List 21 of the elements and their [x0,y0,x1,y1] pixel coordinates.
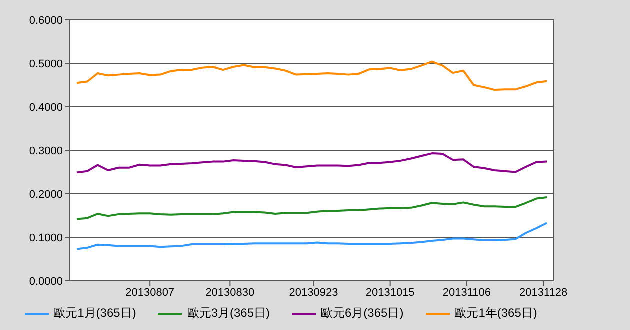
legend-label: 歐元1月(365日) [54,305,136,322]
y-tick-label: 0.0000 [29,276,63,288]
x-tick-label: 20130807 [126,286,175,299]
x-tick-label: 20130923 [289,286,338,299]
y-tick-label: 0.3000 [29,145,63,158]
y-tick-label: 0.2000 [29,188,63,201]
y-tick-label: 0.6000 [29,14,63,27]
y-tick-label: 0.5000 [29,58,63,70]
y-tick-label: 0.4000 [29,102,63,114]
legend-label: 歐元3月(365日) [187,305,270,322]
line-series [76,196,548,220]
x-tick-label: 20131015 [366,286,415,299]
line-series [76,60,548,92]
y-tick-label: 0.1000 [29,232,63,244]
legend-label: 歐元6月(365日) [321,305,404,322]
legend-label: 歐元1年(365日) [454,305,538,322]
x-tick-label: 20131128 [519,286,568,299]
x-tick-label: 20131106 [442,286,492,299]
line-series [76,222,548,250]
line-series [76,152,548,174]
x-tick-label: 20130830 [206,286,255,299]
